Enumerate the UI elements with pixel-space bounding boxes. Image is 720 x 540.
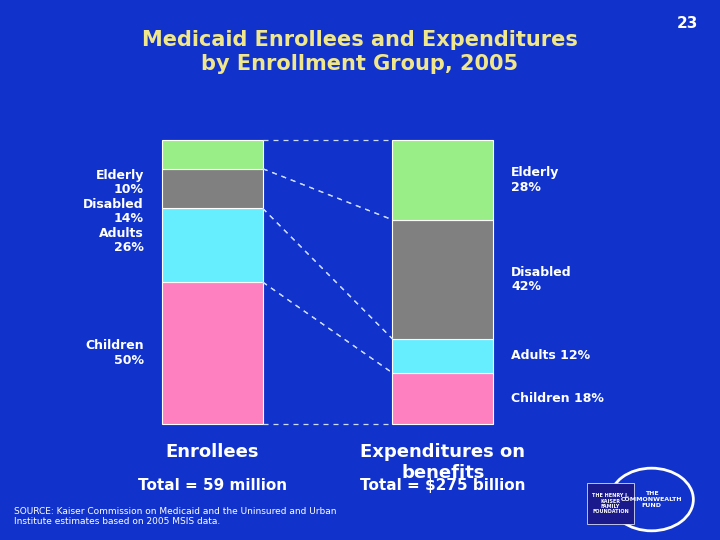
Text: THE HENRY J.
KAISER
FAMILY
FOUNDATION: THE HENRY J. KAISER FAMILY FOUNDATION <box>592 493 629 515</box>
Bar <box>162 140 263 168</box>
Text: 23: 23 <box>677 16 698 31</box>
Text: Enrollees: Enrollees <box>166 443 259 461</box>
Text: THE
COMMONWEALTH
FUND: THE COMMONWEALTH FUND <box>621 491 683 508</box>
Text: Expenditures on
benefits: Expenditures on benefits <box>360 443 526 482</box>
Bar <box>162 282 263 424</box>
Bar <box>392 339 493 373</box>
Text: SOURCE: Kaiser Commission on Medicaid and the Uninsured and Urban
Institute esti: SOURCE: Kaiser Commission on Medicaid an… <box>14 507 337 526</box>
Text: Adults 12%: Adults 12% <box>511 349 590 362</box>
Bar <box>162 208 263 282</box>
Text: Disabled
42%: Disabled 42% <box>511 266 572 293</box>
Bar <box>162 168 263 208</box>
Text: Children 18%: Children 18% <box>511 392 604 405</box>
Circle shape <box>610 468 693 531</box>
Bar <box>392 373 493 424</box>
Text: Total = 59 million: Total = 59 million <box>138 478 287 493</box>
Text: Medicaid Enrollees and Expenditures
by Enrollment Group, 2005: Medicaid Enrollees and Expenditures by E… <box>142 30 578 73</box>
Text: Elderly
28%: Elderly 28% <box>511 166 559 194</box>
Bar <box>392 220 493 339</box>
Bar <box>587 483 634 524</box>
Text: Total = $275 billion: Total = $275 billion <box>360 478 526 493</box>
Bar <box>392 140 493 220</box>
Text: Elderly
10%
Disabled
14%
Adults
26%: Elderly 10% Disabled 14% Adults 26% <box>84 168 144 254</box>
Text: Children
50%: Children 50% <box>86 339 144 367</box>
